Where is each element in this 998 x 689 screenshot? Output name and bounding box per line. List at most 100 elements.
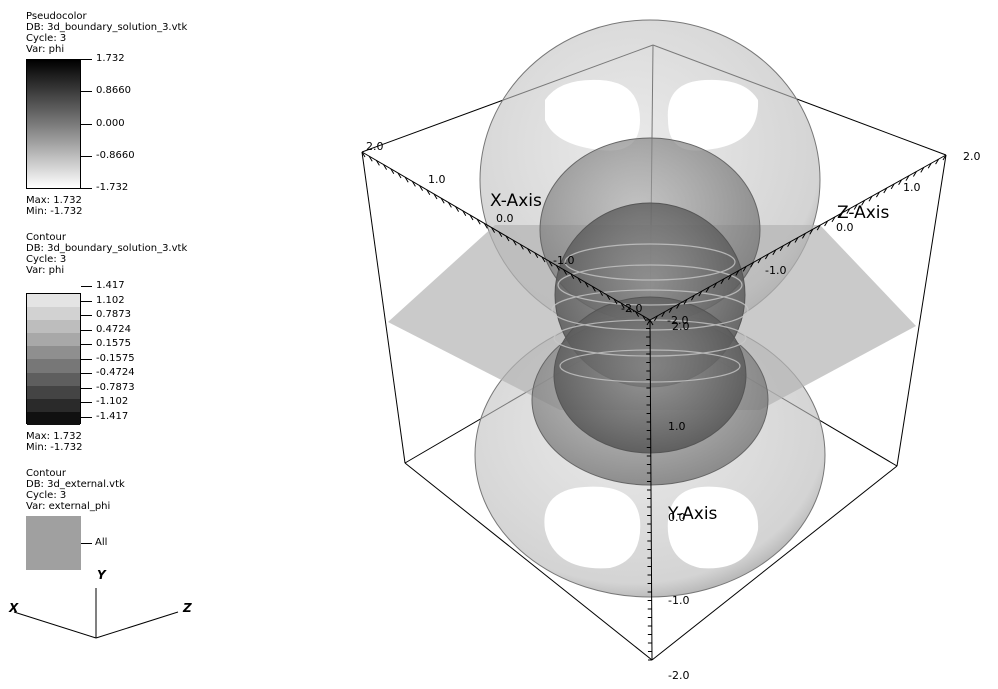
contour-level-tick xyxy=(81,344,92,345)
y-axis-title: Y-Axis xyxy=(667,504,718,524)
axis-tick xyxy=(570,273,575,280)
axis-tick xyxy=(787,241,792,247)
axis-tick xyxy=(505,235,510,242)
contour-level-label: 0.4724 xyxy=(96,323,131,335)
x-axis-title: X-Axis xyxy=(490,191,542,211)
x-axis-label-1: 1.0 xyxy=(428,173,446,186)
axis-tick xyxy=(861,200,866,206)
axis-tick xyxy=(455,206,460,212)
axis-tick xyxy=(591,286,596,292)
legend-db: DB: 3d_boundary_solution_3.vtk xyxy=(26,243,188,254)
pseudocolor-legend-header: Pseudocolor DB: 3d_boundary_solution_3.v… xyxy=(26,11,187,55)
axis-tick xyxy=(635,311,640,317)
axis-tick xyxy=(809,228,814,235)
axis-tick xyxy=(713,282,718,289)
axis-tick xyxy=(375,160,380,166)
axis-tick xyxy=(368,155,373,162)
axis-tick xyxy=(599,290,604,296)
axis-tick xyxy=(772,249,777,256)
z-axis-label-0: 0.0 xyxy=(836,221,854,234)
x-axis-label-2: 2.0 xyxy=(366,140,384,153)
axis-tick xyxy=(397,172,402,179)
axis-tick xyxy=(742,266,747,272)
legend-db: DB: 3d_external.vtk xyxy=(26,479,125,490)
contour-level-tick xyxy=(81,373,92,374)
contour-band xyxy=(27,385,80,399)
contour-level-tick xyxy=(81,315,92,316)
contour-level-label: -0.7873 xyxy=(96,381,135,393)
axis-tick xyxy=(853,204,858,210)
z-axis-label-neg2: -2.0 xyxy=(667,314,688,327)
contour-colorbar xyxy=(26,293,81,425)
axis-tick xyxy=(683,299,688,305)
orientation-triad: Y X Z xyxy=(8,568,192,639)
axis-tick xyxy=(764,253,769,260)
axis-tick xyxy=(613,298,618,305)
axis-tick xyxy=(440,197,445,204)
axis-tick xyxy=(627,307,632,313)
contour-level-label: -0.1575 xyxy=(96,352,135,364)
contour-band xyxy=(27,294,80,308)
y-axis-label-neg2: -2.0 xyxy=(668,669,689,682)
axis-tick xyxy=(816,224,821,231)
y-axis-label-1: 1.0 xyxy=(668,420,686,433)
axis-tick xyxy=(584,281,589,288)
axis-tick xyxy=(705,286,710,293)
axis-tick xyxy=(519,244,524,250)
axis-tick xyxy=(750,261,755,268)
axis-tick xyxy=(419,185,424,191)
contour-level-label: -0.4724 xyxy=(96,367,135,378)
contour-level-tick xyxy=(81,387,92,389)
contour-max: Max: 1.732 xyxy=(26,431,82,442)
axis-tick xyxy=(433,193,438,200)
y-axis-label-2: 2.0 xyxy=(672,320,690,333)
external-contour-label: All xyxy=(95,537,108,548)
x-axis-label-neg1: -1.0 xyxy=(553,254,574,267)
axis-tick xyxy=(447,202,452,208)
contour-band xyxy=(27,411,80,425)
axis-tick xyxy=(383,164,388,170)
contour-min: Min: -1.732 xyxy=(26,442,83,453)
legend-var: Var: external_phi xyxy=(26,501,111,512)
axis-tick xyxy=(462,210,467,217)
axis-tick xyxy=(875,191,880,198)
axis-tick xyxy=(476,218,481,225)
pseudocolor-label-3: -0.8660 xyxy=(96,150,135,161)
legend-var: Var: phi xyxy=(26,265,65,276)
axis-tick xyxy=(498,231,503,238)
contour-band xyxy=(27,398,80,412)
axis-tick xyxy=(898,179,903,186)
axis-ticks xyxy=(361,151,947,661)
pseudocolor-label-0: 1.732 xyxy=(96,53,125,64)
axis-tick xyxy=(838,212,843,219)
x-axis-label-0: 0.0 xyxy=(496,212,514,225)
axis-tick xyxy=(390,168,395,175)
axis-tick xyxy=(735,270,740,276)
axis-tick xyxy=(905,175,910,181)
x-axis-label-neg2: -2.0 xyxy=(621,302,642,315)
legend-db: DB: 3d_boundary_solution_3.vtk xyxy=(26,22,188,33)
contour-level-label: 0.1575 xyxy=(96,338,131,349)
axis-tick xyxy=(727,274,732,280)
axis-tick xyxy=(563,269,568,275)
z-axis-label-1: 1.0 xyxy=(903,181,921,194)
contour-level-tick xyxy=(81,300,92,302)
external-contour-legend-header: Contour DB: 3d_external.vtk Cycle: 3 Var… xyxy=(26,468,125,512)
axis-tick xyxy=(642,315,647,322)
y-axis-label-0: 0.0 xyxy=(668,511,686,524)
shell-cutout xyxy=(667,79,759,151)
contour-level-tick xyxy=(81,329,92,331)
contour-band xyxy=(27,346,80,360)
pseudocolor-minmax: Max: 1.732 Min: -1.732 xyxy=(26,195,83,217)
axis-tick xyxy=(846,208,851,214)
axis-tick xyxy=(757,257,762,264)
legend-cycle: Cycle: 3 xyxy=(26,490,67,501)
contour-band xyxy=(27,372,80,386)
axis-tick xyxy=(426,189,431,196)
axis-tick xyxy=(824,220,829,227)
axis-tick xyxy=(794,237,799,243)
contour-level-label: -1.417 xyxy=(96,410,129,422)
axis-tick xyxy=(668,307,673,313)
legend-cycle: Cycle: 3 xyxy=(26,254,67,265)
